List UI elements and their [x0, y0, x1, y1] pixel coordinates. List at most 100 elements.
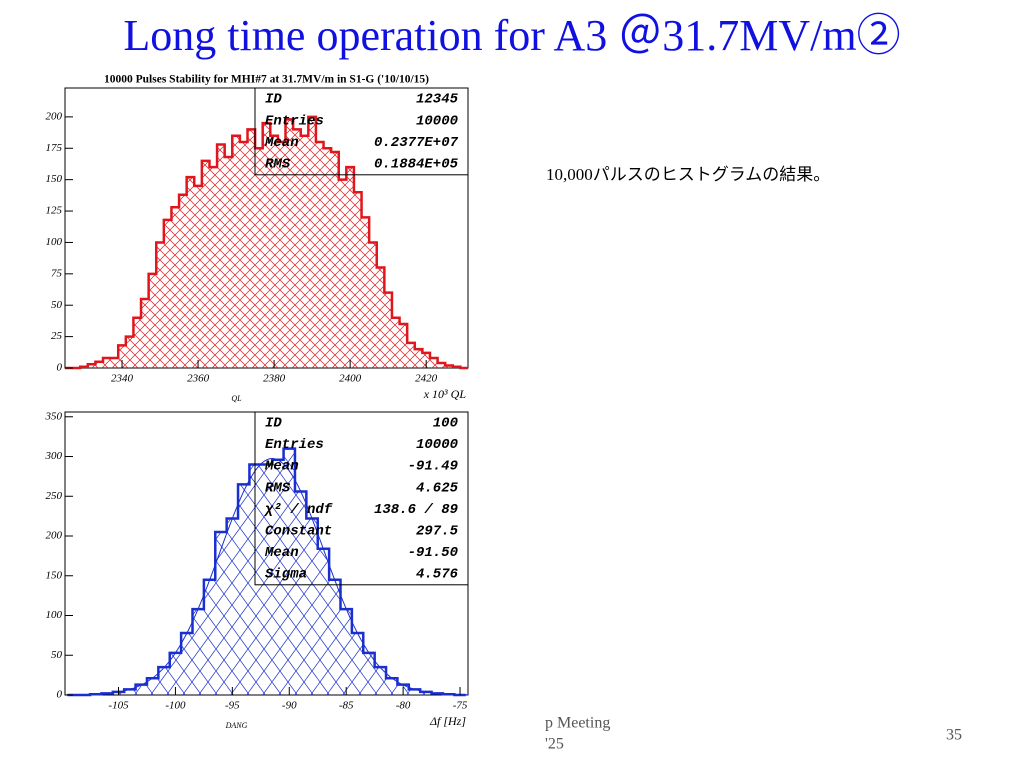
x-tick-label: -75: [453, 700, 468, 712]
bar: [429, 357, 438, 368]
bar: [386, 678, 398, 695]
x-axis-label: Δf [Hz]: [429, 714, 466, 728]
bar: [306, 518, 318, 695]
bar: [285, 119, 294, 368]
bar: [407, 342, 415, 368]
x-tick-label: -105: [108, 700, 129, 712]
bar: [315, 141, 324, 368]
stat-value: 10000: [416, 113, 458, 129]
bar: [437, 362, 446, 368]
bar: [194, 185, 202, 368]
stat-value: 4.625: [416, 480, 459, 496]
x-tick-label: -80: [396, 700, 411, 712]
footer-year: '25: [545, 736, 564, 753]
x-tick-label: 2420: [415, 373, 438, 385]
bar: [110, 357, 119, 368]
y-tick-label: 0: [57, 689, 63, 701]
stat-label: Mean: [264, 135, 299, 151]
bar: [293, 129, 301, 368]
stat-value: 100: [433, 416, 458, 432]
histogram-outline: [65, 115, 468, 370]
bar: [384, 292, 392, 368]
bar: [363, 652, 375, 695]
bar: [238, 484, 250, 695]
bar: [169, 652, 182, 695]
bar: [163, 219, 172, 368]
bar: [331, 152, 339, 368]
stat-label: Mean: [264, 459, 299, 475]
stat-label: Sigma: [265, 567, 307, 583]
y-tick-label: 200: [46, 110, 63, 122]
y-tick-label: 125: [46, 205, 63, 217]
bar: [192, 609, 204, 695]
bar: [369, 242, 377, 368]
slide-title: Long time operation for A3 ＠31.7MV/m②: [123, 11, 900, 60]
bar: [135, 684, 147, 695]
bar: [323, 148, 332, 368]
bar: [158, 667, 170, 695]
bar: [374, 667, 387, 695]
bar: [353, 192, 362, 368]
bar: [408, 689, 421, 695]
bar: [260, 464, 273, 695]
bar: [186, 177, 195, 368]
bar: [420, 691, 432, 695]
bar: [215, 532, 227, 695]
bar: [201, 160, 210, 368]
bar: [255, 148, 263, 368]
y-tick-label: 300: [45, 450, 63, 462]
bar: [247, 129, 256, 368]
x-tick-label: -95: [225, 700, 240, 712]
bar: [133, 317, 142, 368]
bar: [179, 194, 187, 368]
stat-label: Mean: [264, 545, 299, 561]
bar: [217, 144, 225, 368]
stat-label: χ² / ndf: [264, 502, 333, 518]
y-tick-label: 25: [51, 330, 63, 342]
y-tick-label: 200: [46, 530, 63, 542]
bar: [277, 141, 286, 368]
y-tick-label: 250: [46, 490, 63, 502]
bar: [351, 632, 364, 695]
bar: [399, 324, 408, 368]
x-tick-label: -90: [282, 700, 297, 712]
bar: [209, 167, 218, 368]
stats-box: [254, 87, 469, 176]
note: 10,000パルスのヒストグラムの結果。: [546, 165, 830, 184]
x-tick-label: 2400: [339, 373, 362, 385]
bar: [95, 361, 104, 368]
bar: [203, 579, 216, 695]
bar: [346, 167, 354, 368]
stat-label: RMS: [265, 157, 291, 173]
bar: [125, 336, 134, 368]
fit-curve: [64, 458, 469, 696]
bar: [338, 179, 347, 368]
stat-label: Entries: [265, 437, 324, 453]
y-tick-label: 0: [57, 362, 63, 374]
y-tick-label: 50: [51, 649, 63, 661]
bar: [300, 135, 309, 368]
stat-value: -91.50: [408, 545, 458, 561]
bar: [283, 448, 295, 695]
bar: [361, 217, 370, 368]
bar: [391, 317, 400, 368]
stat-label: RMS: [265, 480, 291, 496]
bar: [329, 579, 341, 695]
bar: [156, 242, 164, 368]
bar: [124, 689, 136, 695]
bar: [146, 678, 159, 695]
y-tick-label: 100: [46, 236, 63, 248]
stats-box: [254, 411, 469, 586]
bar: [294, 491, 307, 695]
stat-value: -91.49: [408, 459, 458, 475]
x-tick-label: 2340: [111, 373, 134, 385]
bar: [226, 518, 239, 695]
y-tick-label: 150: [46, 569, 63, 581]
bar: [87, 364, 96, 368]
bar: [103, 357, 111, 368]
x-name: QL: [231, 394, 242, 403]
x-tick-label: -100: [165, 700, 186, 712]
stat-value: 0.2377E+07: [374, 135, 459, 151]
bar: [270, 135, 278, 368]
